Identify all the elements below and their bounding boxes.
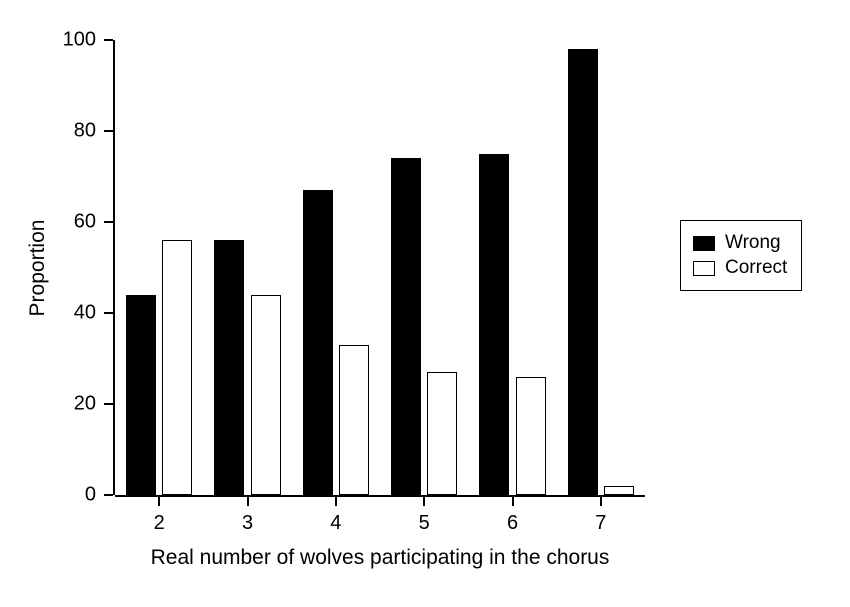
bar-wrong (214, 240, 244, 495)
legend-item-wrong: Wrong (693, 231, 787, 256)
y-tick (104, 494, 113, 496)
x-tick-label: 4 (330, 512, 341, 535)
bar-correct (162, 240, 192, 495)
x-tick (247, 497, 249, 506)
bar-correct (427, 372, 457, 495)
bar-correct (604, 486, 634, 495)
y-tick (104, 312, 113, 314)
x-tick (512, 497, 514, 506)
bar-wrong (126, 295, 156, 495)
legend-label-correct: Correct (725, 256, 787, 281)
y-tick-label: 100 (0, 29, 96, 52)
x-axis-line (115, 495, 645, 497)
figure-canvas: 020406080100234567 Proportion Real numbe… (0, 0, 850, 607)
bar-correct (251, 295, 281, 495)
x-axis-label: Real number of wolves participating in t… (151, 546, 610, 570)
x-tick (423, 497, 425, 506)
y-tick (104, 39, 113, 41)
bar-wrong (391, 158, 421, 495)
legend: Wrong Correct (680, 220, 802, 291)
y-axis-label: Proportion (26, 219, 50, 316)
x-tick (600, 497, 602, 506)
legend-swatch-wrong (693, 236, 715, 251)
x-tick-label: 6 (507, 512, 518, 535)
x-tick-label: 3 (242, 512, 253, 535)
y-tick (104, 221, 113, 223)
y-tick-label: 0 (0, 484, 96, 507)
x-tick-label: 2 (154, 512, 165, 535)
x-tick-label: 7 (595, 512, 606, 535)
bar-wrong (303, 190, 333, 495)
y-tick (104, 130, 113, 132)
y-axis-line (113, 40, 115, 495)
legend-swatch-correct (693, 261, 715, 276)
y-tick (104, 403, 113, 405)
x-tick-label: 5 (419, 512, 430, 535)
y-tick-label: 20 (0, 393, 96, 416)
legend-item-correct: Correct (693, 256, 787, 281)
bar-correct (339, 345, 369, 495)
plot-area (115, 40, 645, 495)
bar-wrong (479, 154, 509, 495)
bar-wrong (568, 49, 598, 495)
y-tick-label: 80 (0, 120, 96, 143)
x-tick (335, 497, 337, 506)
x-tick (158, 497, 160, 506)
legend-label-wrong: Wrong (725, 231, 781, 256)
bar-correct (516, 377, 546, 495)
